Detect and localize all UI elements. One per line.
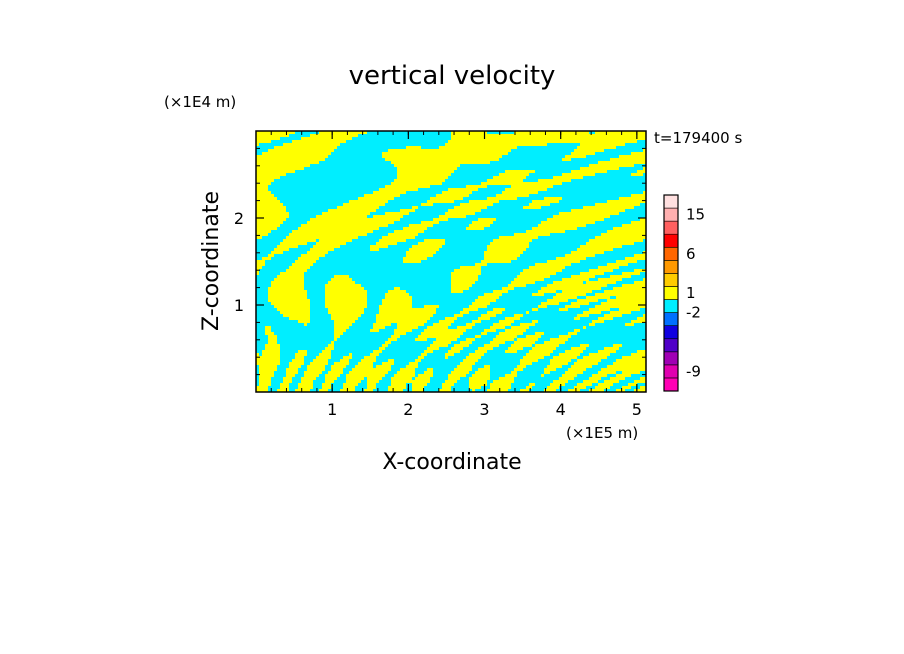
y-tick-label: 2 xyxy=(234,209,244,228)
colorbar-swatch xyxy=(663,260,679,274)
colorbar-label: 15 xyxy=(686,206,705,224)
time-label: t=179400 s xyxy=(654,129,742,147)
x-axis-ticks: 1 2 3 4 5 xyxy=(270,131,642,419)
colorbar-swatch xyxy=(663,312,679,326)
colorbar-swatch xyxy=(663,220,679,235)
plot-frame xyxy=(255,130,647,393)
x-tick-label: 4 xyxy=(556,400,566,419)
colorbar-swatch xyxy=(663,194,679,209)
x-tick-label: 2 xyxy=(403,400,413,419)
y-axis-unit: (×1E4 m) xyxy=(164,93,236,111)
colorbar-label: 6 xyxy=(686,245,696,263)
x-axis-label: X-coordinate xyxy=(382,450,521,475)
velocity-field xyxy=(256,131,646,392)
colorbar-frame xyxy=(663,194,679,392)
y-axis-label: Z-coordinate xyxy=(199,191,224,331)
colorbar-swatch xyxy=(663,273,679,287)
x-tick-label: 3 xyxy=(479,400,489,419)
x-tick-label: 1 xyxy=(327,400,337,419)
colorbar-swatch xyxy=(663,286,679,300)
colorbar-swatch xyxy=(663,233,679,248)
colorbar-swatch xyxy=(663,299,679,313)
colorbar-swatch xyxy=(663,207,679,222)
colorbar-swatch xyxy=(663,338,679,353)
colorbar-swatch xyxy=(663,377,679,392)
colorbar: -9 -2 1 6 15 xyxy=(663,194,705,392)
colorbar-swatch xyxy=(663,364,679,379)
colorbar-label: -9 xyxy=(686,362,701,380)
field-positive-regions xyxy=(256,131,646,392)
colorbar-label: 1 xyxy=(686,284,696,302)
colorbar-label: -2 xyxy=(686,304,701,322)
y-axis-ticks: 12 xyxy=(234,147,646,376)
colorbar-swatch xyxy=(663,246,679,261)
chart-title: vertical velocity xyxy=(349,61,556,91)
x-tick-label: 5 xyxy=(632,400,642,419)
colorbar-swatch xyxy=(663,325,679,340)
x-axis-unit: (×1E5 m) xyxy=(566,424,638,442)
y-tick-label: 1 xyxy=(234,296,244,315)
colorbar-swatch xyxy=(663,351,679,366)
